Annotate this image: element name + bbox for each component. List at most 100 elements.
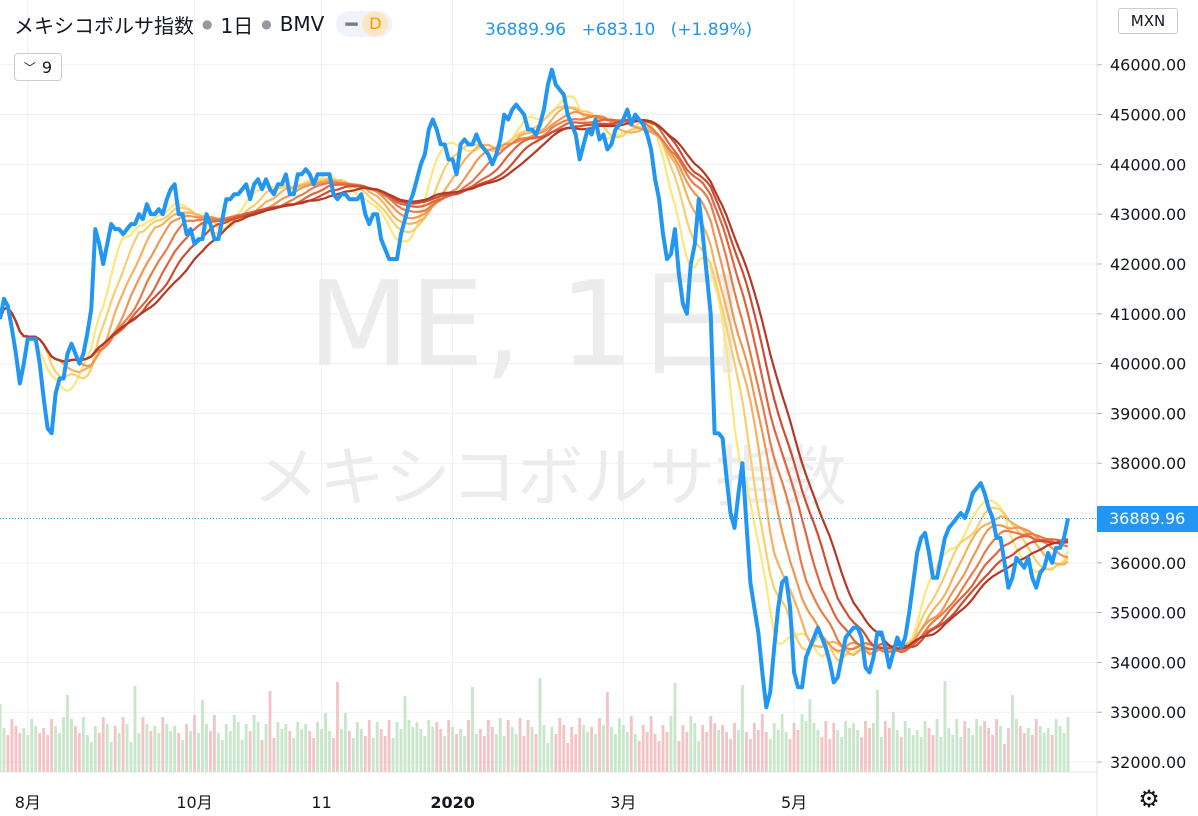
volume-bar bbox=[677, 741, 681, 772]
volume-bar bbox=[1007, 728, 1010, 772]
volume-bar bbox=[661, 725, 665, 772]
volume-bar bbox=[562, 725, 566, 772]
volume-bar bbox=[633, 734, 637, 772]
volume-bar bbox=[744, 732, 748, 772]
volume-bar bbox=[689, 716, 693, 772]
currency-button[interactable]: MXN bbox=[1118, 8, 1178, 34]
separator-dot: ● bbox=[202, 17, 213, 31]
volume-bar bbox=[852, 723, 856, 772]
volume-bar bbox=[701, 725, 705, 772]
volume-bar bbox=[979, 726, 983, 772]
volume-bar bbox=[224, 724, 228, 772]
volume-bar bbox=[42, 728, 46, 772]
volume-bar bbox=[911, 735, 915, 772]
volume-bar bbox=[240, 740, 244, 772]
price-tick-label: 43000.00 bbox=[1110, 205, 1186, 224]
volume-bar bbox=[836, 730, 840, 772]
volume-bar bbox=[502, 736, 506, 772]
indicators-toggle-button[interactable]: ﹀ 9 bbox=[14, 53, 62, 81]
volume-bar bbox=[840, 737, 844, 772]
volume-bar bbox=[733, 723, 736, 772]
volume-bar bbox=[816, 730, 820, 772]
volume-bar bbox=[117, 733, 121, 772]
volume-bar bbox=[177, 733, 181, 772]
volume-bar bbox=[824, 721, 828, 772]
volume-bar bbox=[6, 735, 10, 772]
volume-bar bbox=[558, 718, 562, 772]
volume-bar bbox=[669, 716, 673, 772]
volume-bar bbox=[546, 743, 550, 772]
volume-bar bbox=[181, 740, 185, 772]
symbol-legend[interactable]: メキシコボルサ指数 ● 1日 ● BMV ━ D bbox=[14, 10, 393, 38]
price-tick-label: 42000.00 bbox=[1110, 255, 1186, 274]
time-tick-label: 11 bbox=[311, 793, 331, 812]
price-scale[interactable]: 32000.00 33000.00 34000.00 35000.00 36000.00… bbox=[1097, 56, 1186, 772]
volume-bar bbox=[268, 691, 272, 772]
volume-bar bbox=[284, 724, 288, 772]
gear-icon[interactable]: ⚙ bbox=[1138, 785, 1160, 813]
volume-bar bbox=[606, 692, 609, 772]
volume-bar bbox=[435, 722, 439, 772]
volume-bar bbox=[185, 724, 189, 772]
volume-bar bbox=[812, 723, 816, 772]
volume-bar bbox=[260, 740, 264, 772]
quote-values: 36889.96 +683.10 (+1.89%) bbox=[485, 20, 762, 40]
volume-bar bbox=[868, 728, 871, 772]
volume-bar bbox=[236, 722, 240, 772]
volume-bar bbox=[872, 723, 875, 772]
volume-bar bbox=[530, 727, 534, 772]
volume-bar bbox=[34, 726, 38, 772]
volume-bar bbox=[22, 728, 26, 772]
volume-bar bbox=[228, 731, 232, 772]
volume-bar bbox=[506, 720, 510, 772]
volume-bar bbox=[967, 728, 971, 772]
volume-bar bbox=[832, 723, 836, 772]
volume-bar bbox=[903, 721, 907, 772]
volume-bar bbox=[415, 722, 419, 772]
time-tick-label: 3月 bbox=[610, 793, 636, 812]
volume-bar bbox=[907, 728, 911, 772]
market-status-pill[interactable]: ━ D bbox=[336, 11, 393, 37]
volume-bar bbox=[999, 726, 1002, 772]
volume-bar bbox=[935, 719, 939, 772]
time-scale[interactable]: 8月 10月 11 2020 3月 5月 bbox=[15, 793, 807, 812]
price-tick-label: 34000.00 bbox=[1110, 653, 1186, 672]
price-tick-label: 45000.00 bbox=[1110, 106, 1186, 125]
volume-bar bbox=[490, 727, 494, 772]
volume-bar bbox=[538, 678, 542, 772]
volume-bar bbox=[359, 729, 363, 772]
separator-dot: ● bbox=[261, 17, 272, 31]
last-price-tag: 36889.96 bbox=[1097, 506, 1198, 532]
volume-bar bbox=[201, 700, 204, 772]
volume-bar bbox=[625, 732, 629, 772]
volume-bar bbox=[66, 695, 69, 772]
ma-line-32 bbox=[0, 118, 1069, 650]
volume-bar bbox=[482, 736, 486, 772]
volume-bar bbox=[252, 715, 256, 772]
volume-bar bbox=[764, 732, 768, 772]
volume-bar bbox=[848, 728, 852, 772]
volume-bar bbox=[264, 724, 268, 772]
volume-bar bbox=[471, 687, 474, 772]
volume-bar bbox=[324, 713, 327, 772]
volume-bar bbox=[756, 730, 760, 772]
volume-bar bbox=[800, 714, 804, 772]
volume-bar bbox=[1066, 717, 1070, 772]
volume-bar bbox=[332, 738, 335, 772]
volume-bar bbox=[693, 723, 697, 772]
volume-bar bbox=[0, 704, 2, 772]
volume-bar bbox=[363, 736, 367, 772]
symbol-name[interactable]: メキシコボルサ指数 bbox=[14, 13, 194, 38]
volume-bar bbox=[590, 727, 593, 772]
volume-bar bbox=[752, 723, 756, 772]
volume-bar bbox=[566, 743, 570, 772]
volume-bar bbox=[864, 721, 867, 772]
volume-bar bbox=[995, 719, 998, 772]
volume-bar bbox=[2, 728, 6, 772]
volume-bar bbox=[292, 738, 296, 772]
volume-bar bbox=[296, 722, 300, 772]
volume-bar bbox=[943, 681, 947, 772]
volume-bar bbox=[1010, 695, 1014, 772]
volume-bar bbox=[891, 712, 895, 772]
